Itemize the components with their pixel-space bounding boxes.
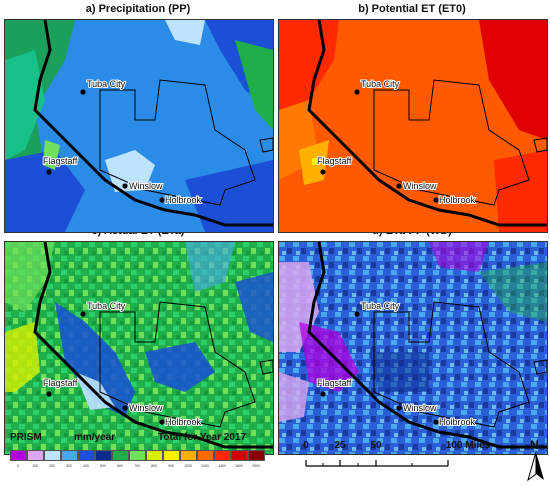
label-tuba-city: Tuba City xyxy=(361,79,400,89)
scale-label-25: 25 xyxy=(334,440,346,451)
legend-tick-label: 700 xyxy=(134,464,140,468)
legend-units: mm/year xyxy=(74,432,116,443)
legend-swatch xyxy=(163,450,180,461)
legend-swatch xyxy=(129,450,146,461)
flagstaff-marker xyxy=(46,169,52,175)
color-legend: PRISM mm/year Total for Year 2017 0 100 20… xyxy=(8,432,284,482)
legend-swatch xyxy=(180,450,197,461)
label-tuba-city: Tuba City xyxy=(87,79,126,89)
legend-swatch xyxy=(146,450,163,461)
north-label: N xyxy=(530,438,539,452)
panel-title-b: b) Potential ET (ET0) xyxy=(358,3,466,15)
label-winslow: Winslow xyxy=(403,403,437,413)
holbrook-marker xyxy=(159,419,165,425)
legend-swatch xyxy=(112,450,129,461)
winslow-marker xyxy=(122,405,128,411)
legend-swatch xyxy=(214,450,231,461)
label-flagstaff: Flagstaff xyxy=(43,378,78,388)
flagstaff-marker xyxy=(320,391,326,397)
legend-tick-label: 400 xyxy=(83,464,89,468)
holbrook-marker xyxy=(159,197,165,203)
flagstaff-marker xyxy=(320,169,326,175)
legend-source: PRISM xyxy=(10,432,42,443)
legend-tick-label: 500 xyxy=(100,464,106,468)
panel-title-a: a) Precipitation (PP) xyxy=(85,3,191,15)
label-holbrook: Holbrook xyxy=(165,417,202,427)
map-water-deficit: Tuba City Flagstaff Winslow Holbrook xyxy=(278,241,548,455)
legend-tick-label: 2000 xyxy=(252,464,260,468)
map-water-deficit-raster: Tuba City Flagstaff Winslow Holbrook xyxy=(279,242,547,454)
legend-swatch xyxy=(61,450,78,461)
tuba-city-marker xyxy=(80,89,86,95)
legend-swatch xyxy=(27,450,44,461)
label-holbrook: Holbrook xyxy=(165,195,202,205)
map-actual-et-raster: Tuba City Flagstaff Winslow Holbrook xyxy=(5,242,273,454)
legend-caption: Total for Year 2017 xyxy=(158,432,247,443)
holbrook-marker xyxy=(433,419,439,425)
map-precipitation-raster: Tuba City Flagstaff Winslow Holbrook xyxy=(5,20,273,232)
label-flagstaff: Flagstaff xyxy=(43,156,78,166)
legend-tick-label: 900 xyxy=(168,464,174,468)
scale-bar: 0 25 50 100 Miles xyxy=(298,440,518,480)
north-arrow-icon xyxy=(527,452,544,482)
legend-tick-label: 0 xyxy=(17,464,19,468)
scale-label-100: 100 Miles xyxy=(445,440,491,451)
tuba-city-marker xyxy=(80,311,86,317)
legend-tick-label: 100 xyxy=(32,464,38,468)
label-winslow: Winslow xyxy=(129,181,163,191)
tuba-city-marker xyxy=(354,89,360,95)
label-winslow: Winslow xyxy=(403,181,437,191)
legend-swatch xyxy=(44,450,61,461)
label-tuba-city: Tuba City xyxy=(87,301,126,311)
north-arrow: N xyxy=(526,438,546,482)
winslow-marker xyxy=(396,183,402,189)
label-flagstaff: Flagstaff xyxy=(317,156,352,166)
scale-label-0: 0 xyxy=(303,440,309,451)
legend-tick-label: 600 xyxy=(117,464,123,468)
legend-swatch xyxy=(231,450,248,461)
legend-tick-label: 1400 xyxy=(218,464,226,468)
label-holbrook: Holbrook xyxy=(439,417,476,427)
tuba-city-marker xyxy=(354,311,360,317)
legend-tick-label: 200 xyxy=(49,464,55,468)
map-actual-et: Tuba City Flagstaff Winslow Holbrook xyxy=(4,241,274,455)
winslow-marker xyxy=(396,405,402,411)
scale-bar-graphic xyxy=(305,460,449,467)
legend-tick-label: 800 xyxy=(151,464,157,468)
scale-label-50: 50 xyxy=(370,440,382,451)
legend-swatch xyxy=(78,450,95,461)
label-holbrook: Holbrook xyxy=(439,195,476,205)
legend-swatch xyxy=(95,450,112,461)
legend-tick-label: 300 xyxy=(66,464,72,468)
legend-swatch xyxy=(10,450,27,461)
map-potential-et-raster: Tuba City Flagstaff Winslow Holbrook xyxy=(279,20,547,232)
flagstaff-marker xyxy=(46,391,52,397)
legend-tick-label: 1600 xyxy=(235,464,243,468)
map-potential-et: Tuba City Flagstaff Winslow Holbrook xyxy=(278,19,548,233)
label-winslow: Winslow xyxy=(129,403,163,413)
legend-tick-label: 1000 xyxy=(184,464,192,468)
label-flagstaff: Flagstaff xyxy=(317,378,352,388)
legend-tick-label: 1200 xyxy=(201,464,209,468)
holbrook-marker xyxy=(433,197,439,203)
legend-swatch xyxy=(197,450,214,461)
label-tuba-city: Tuba City xyxy=(361,301,400,311)
map-precipitation: Tuba City Flagstaff Winslow Holbrook xyxy=(4,19,274,233)
legend-swatch xyxy=(248,450,265,461)
legend-swatches xyxy=(10,450,265,461)
winslow-marker xyxy=(122,183,128,189)
